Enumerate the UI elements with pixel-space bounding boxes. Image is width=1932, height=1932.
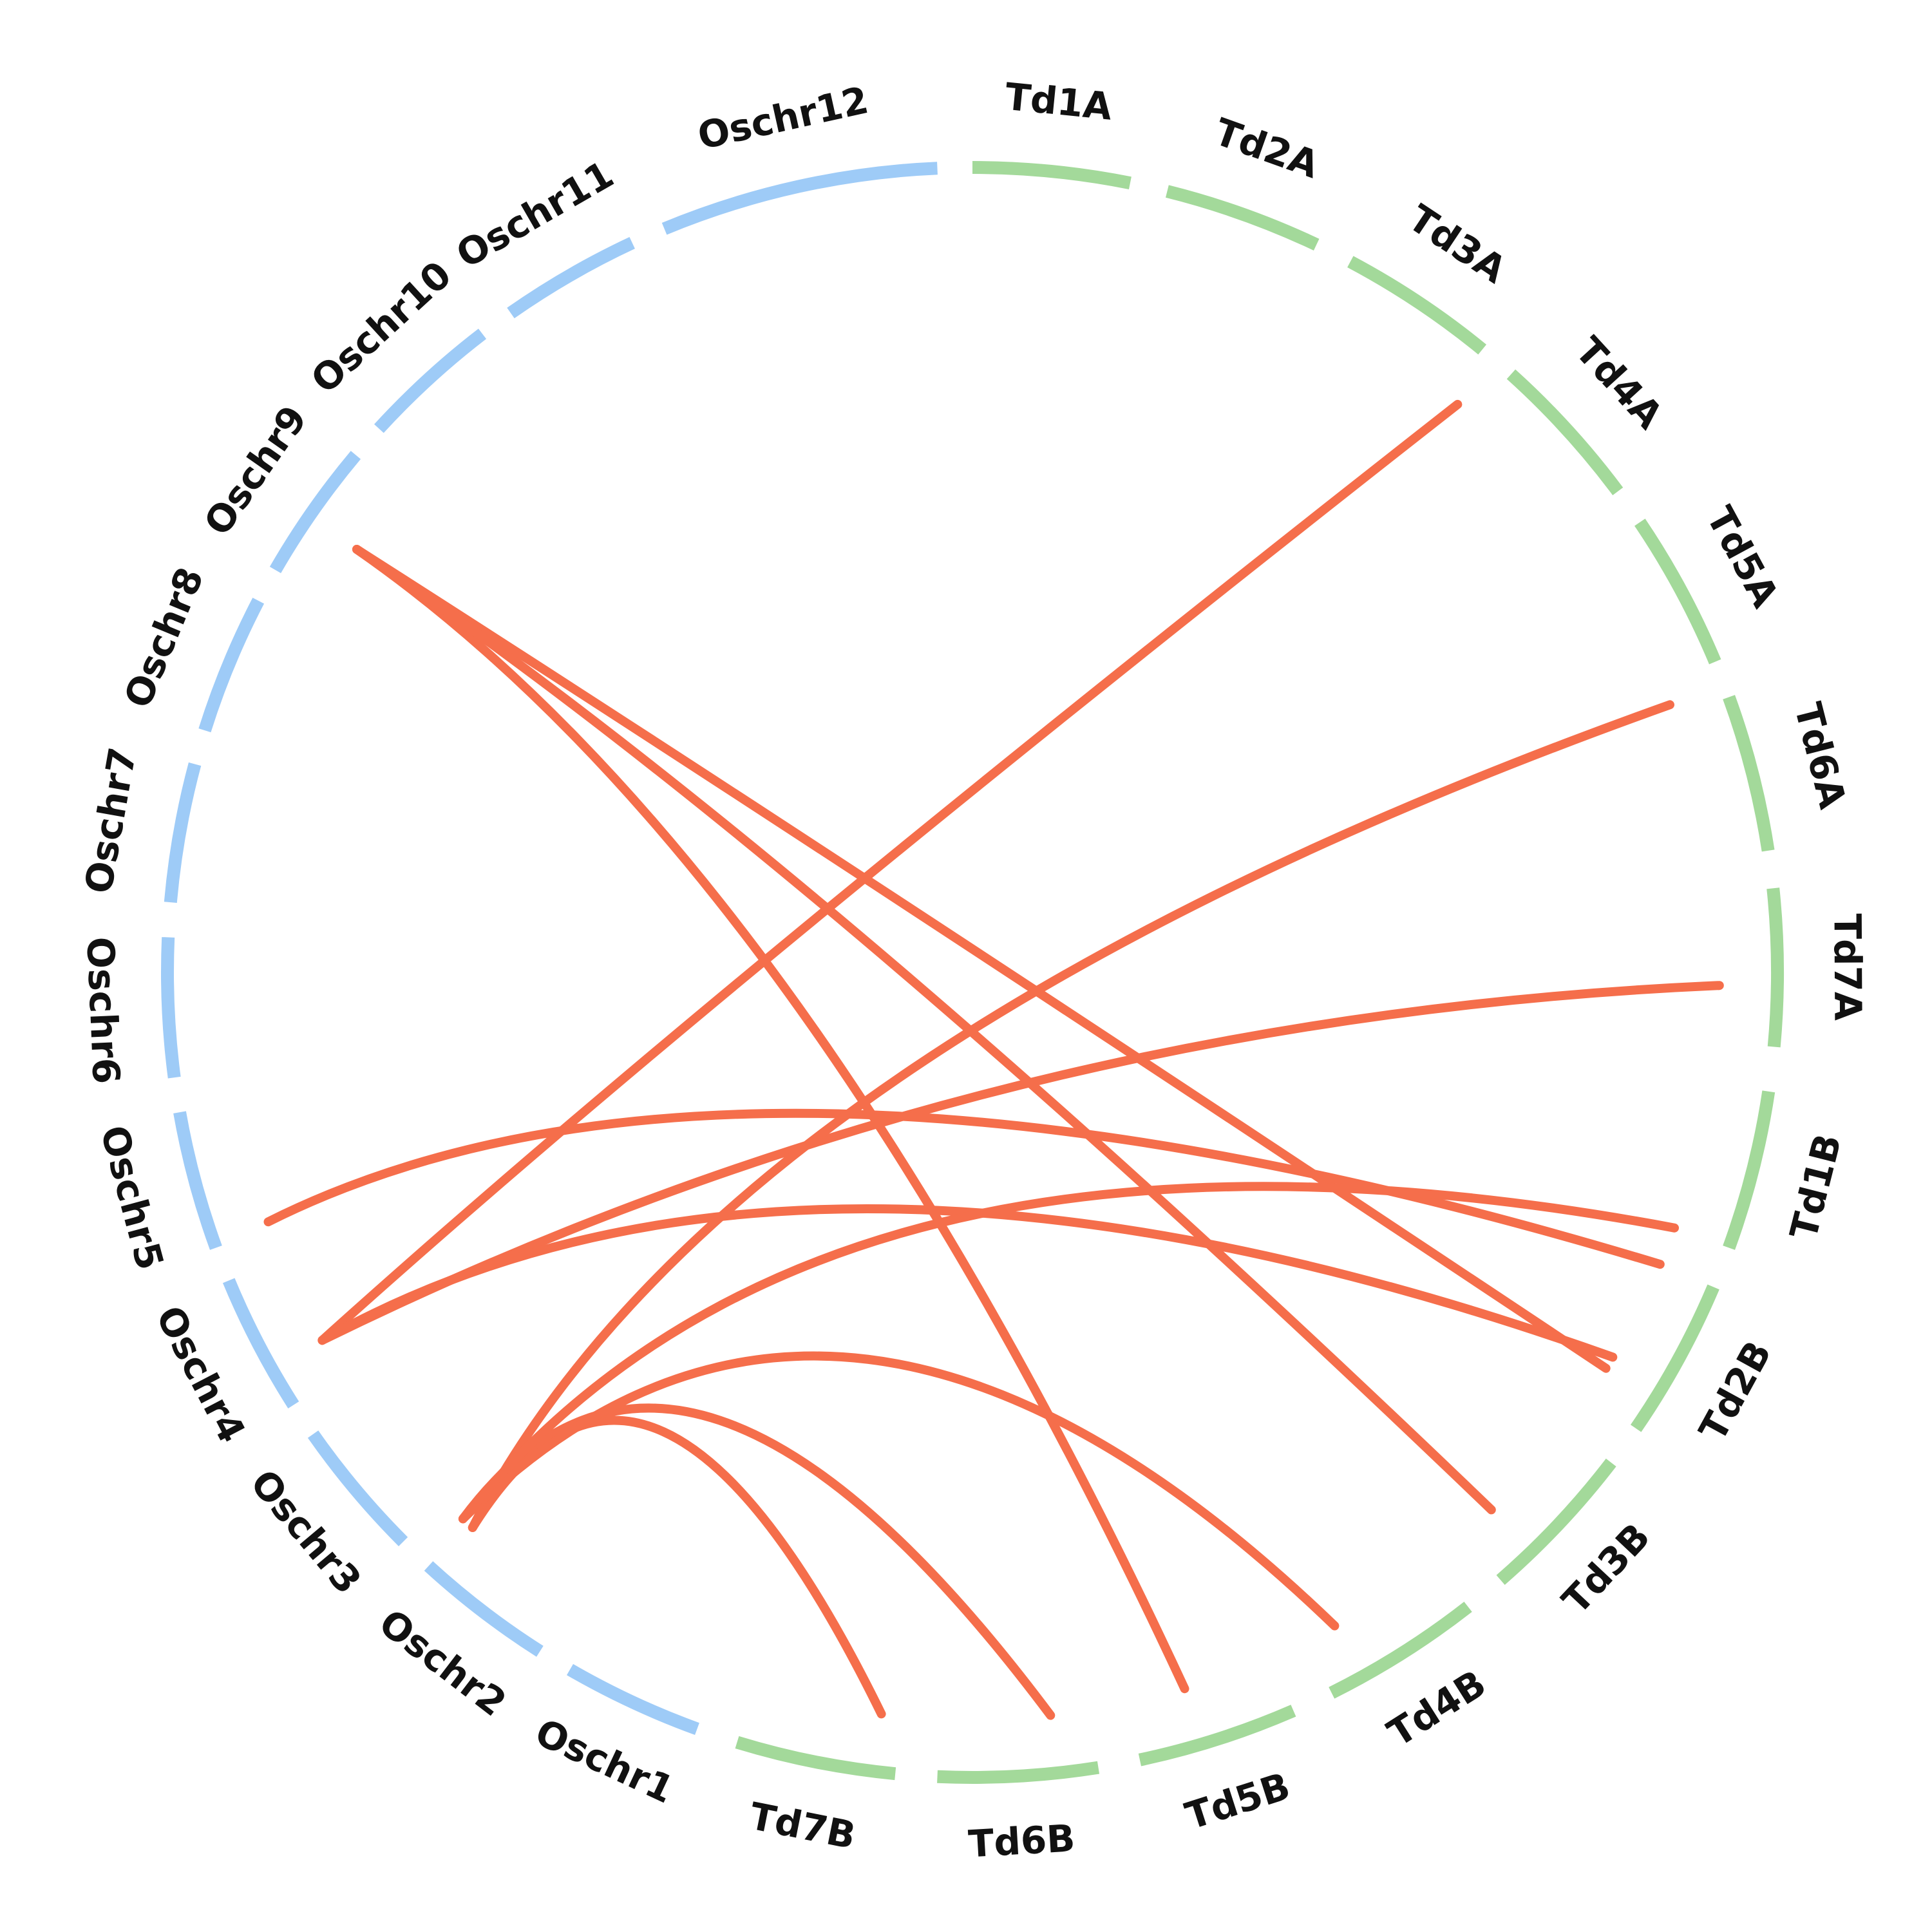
link-oschr8-td2b — [352, 545, 1611, 1373]
link-oschr8-td5b — [352, 545, 1189, 1694]
chromosome-label-oschr1: Oschr1 — [529, 1710, 681, 1812]
chromosome-label-oschr4: Oschr4 — [147, 1299, 254, 1450]
chromosome-labels: Td1A Td2A Td3A Td4A Td5A Td6A Td7A Td1B Td2B Td3B… — [76, 75, 1870, 1866]
chromosome-arc-td5a — [1634, 518, 1721, 665]
chromosome-arc-td2b — [1630, 1284, 1719, 1432]
chromosome-arc-td4a — [1506, 369, 1624, 495]
chromosome-arc-td4b — [1329, 1602, 1472, 1699]
chromosome-label-td6a: Td6A — [1786, 698, 1855, 813]
chromosome-label-oschr5: Oschr5 — [92, 1121, 173, 1274]
chromosome-label-oschr6: Oschr6 — [78, 936, 128, 1084]
chromosome-arc-td6a — [1723, 695, 1775, 852]
chromosome-label-td2b: Td2B — [1690, 1334, 1780, 1448]
chromosome-arc-oschr2 — [424, 1561, 544, 1657]
link-oschr2-td7b — [468, 1416, 886, 1719]
link-oschr3-td3a — [317, 399, 1463, 1345]
chromosome-arc-td3a — [1347, 256, 1487, 355]
chromosome-ring — [161, 160, 1785, 1784]
chromosome-arc-oschr11 — [507, 237, 635, 319]
chromosome-arc-td1a — [972, 160, 1132, 190]
link-oschr2-td1b — [458, 1182, 1679, 1524]
chromosome-arc-oschr1 — [567, 1663, 699, 1735]
link-oschr2-td6a — [468, 700, 1674, 1532]
link-oschr3-td2b — [317, 1204, 1618, 1362]
link-oschr2-td6b — [458, 1403, 1056, 1720]
chromosome-label-td5a: Td5A — [1698, 499, 1787, 614]
chromosome-label-td3a: Td3A — [1401, 196, 1514, 292]
chromosome-label-td7a: Td7A — [1825, 913, 1870, 1021]
chromosome-arc-td7a — [1766, 887, 1785, 1048]
chromosome-arc-td5b — [1138, 1705, 1296, 1766]
synteny-links — [263, 399, 1724, 1720]
chromosome-label-oschr12: Oschr12 — [694, 78, 872, 158]
chromosome-arc-oschr9 — [269, 451, 361, 573]
chromosome-label-td1a: Td1A — [1003, 75, 1114, 129]
chromosome-arc-oschr7 — [164, 762, 202, 903]
chromosome-arc-td1b — [1723, 1090, 1776, 1250]
chromosome-arc-oschr3 — [307, 1430, 408, 1546]
chromosome-arc-oschr8 — [198, 598, 265, 733]
link-oschr2-td4b — [458, 1351, 1340, 1631]
chromosome-arc-oschr10 — [374, 328, 487, 433]
link-oschr8-td3b — [352, 545, 1496, 1515]
chromosome-arc-td2a — [1165, 185, 1320, 251]
chromosome-label-td4b: Td4B — [1380, 1662, 1493, 1756]
chromosome-label-td4a: Td4A — [1567, 328, 1671, 437]
chromosome-label-td5b: Td5B — [1180, 1764, 1296, 1838]
chromosome-arc-td3b — [1496, 1458, 1616, 1585]
chromosome-arc-oschr5 — [173, 1111, 222, 1250]
chromosome-label-td1b: Td1B — [1781, 1130, 1850, 1244]
chromosome-label-oschr9: Oschr9 — [195, 397, 316, 543]
chromosome-arc-td7b — [735, 1736, 896, 1781]
chromosome-label-td2a: Td2A — [1209, 109, 1325, 187]
chromosome-label-td3b: Td3B — [1554, 1515, 1659, 1622]
link-oschr3-td7a — [317, 981, 1724, 1345]
link-oschr4-td1b — [263, 1108, 1665, 1269]
chromosome-arc-oschr6 — [161, 937, 181, 1079]
chromosome-arc-oschr12 — [661, 162, 938, 235]
chromosome-arc-td6b — [937, 1761, 1100, 1784]
chromosome-label-oschr8: Oschr8 — [115, 561, 212, 714]
chromosome-label-td6b: Td6B — [967, 1816, 1076, 1866]
chromosome-label-td7b: Td7B — [746, 1794, 860, 1858]
chromosome-label-oschr7: Oschr7 — [76, 744, 145, 897]
chromosome-arc-oschr4 — [222, 1278, 299, 1408]
